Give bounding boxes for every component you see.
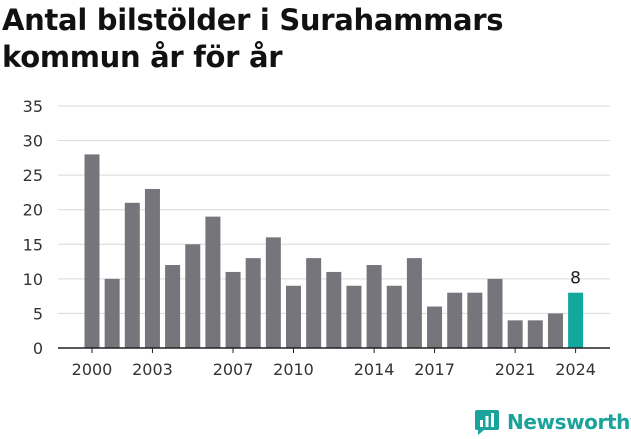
bar-2021 — [507, 320, 523, 348]
bar-2015 — [386, 285, 402, 348]
bar-2010 — [286, 285, 301, 348]
data-label: 8 — [570, 269, 581, 289]
x-tick-label: 2017 — [414, 360, 455, 379]
x-tick-label: 2014 — [354, 360, 395, 379]
bar-2018 — [447, 292, 463, 348]
bar-2020 — [487, 278, 503, 348]
bar-2004 — [165, 265, 181, 348]
x-tick-label: 2021 — [495, 360, 536, 379]
bar-2002 — [124, 202, 140, 348]
bar-2006 — [205, 216, 221, 348]
y-tick-label: 10 — [23, 270, 43, 289]
brand-name: Newsworthy — [507, 410, 631, 434]
y-tick-label: 25 — [23, 166, 43, 185]
y-tick-label: 20 — [23, 201, 43, 220]
bar-2024 — [568, 292, 584, 348]
bar-2019 — [467, 292, 483, 348]
y-tick-label: 5 — [33, 304, 43, 323]
bar-2014 — [366, 265, 382, 348]
newsworthy-logo-icon — [475, 410, 499, 435]
bar-chart: 0 5 10 15 20 25 30 35 8 2000 2003 2007 2010 2014 2017 2… — [23, 97, 610, 379]
bar-2016 — [406, 258, 422, 348]
y-tick-label: 15 — [23, 235, 43, 254]
bar-2013 — [346, 285, 362, 348]
x-tick-label: 2003 — [132, 360, 173, 379]
bar-2017 — [427, 306, 443, 348]
bar-2008 — [245, 258, 261, 348]
bar-2007 — [225, 271, 241, 348]
y-tick-label: 30 — [23, 132, 43, 151]
bar-2023 — [547, 313, 563, 348]
x-tick-label: 2000 — [72, 360, 113, 379]
bar-2009 — [265, 237, 281, 348]
x-tick-label: 2007 — [213, 360, 254, 379]
y-tick-label: 35 — [23, 97, 43, 116]
bar-2012 — [326, 271, 342, 348]
x-tick-label: 2024 — [555, 360, 596, 379]
bar-2005 — [185, 244, 201, 348]
x-tick-label: 2010 — [273, 360, 314, 379]
chart-title: Antal bilstölder i Surahammars kommun år… — [2, 3, 504, 74]
bar-2022 — [527, 320, 543, 348]
bar-2001 — [104, 278, 120, 348]
bar-2003 — [144, 188, 160, 348]
bar-2000 — [84, 154, 100, 348]
y-tick-label: 0 — [33, 339, 43, 358]
bar-2011 — [306, 258, 322, 348]
brand-logo: Newsworthy — [474, 406, 631, 438]
